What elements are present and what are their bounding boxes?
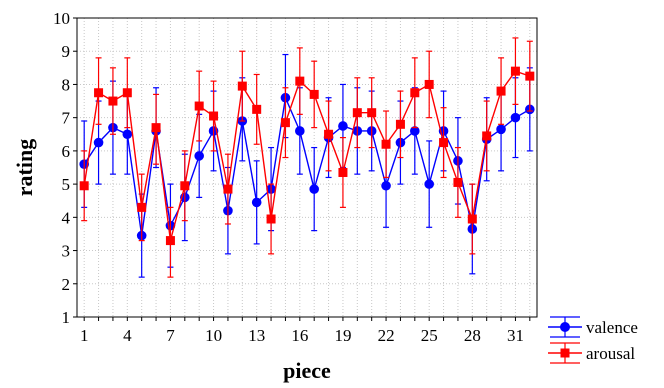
legend-label: arousal <box>586 344 635 363</box>
y-tick-label: 8 <box>62 75 71 94</box>
data-point <box>482 131 492 141</box>
data-point <box>237 81 247 91</box>
x-axis-title: piece <box>283 358 331 383</box>
data-point <box>252 104 262 114</box>
y-tick-label: 1 <box>62 308 71 327</box>
y-tick-label: 9 <box>62 42 71 61</box>
data-point <box>122 88 132 98</box>
x-tick-label: 16 <box>291 326 308 345</box>
x-tick-label: 25 <box>421 326 438 345</box>
x-tick-label: 7 <box>166 326 175 345</box>
y-tick-label: 7 <box>62 109 71 128</box>
data-point <box>424 179 434 189</box>
data-point <box>194 151 204 161</box>
data-point <box>496 86 506 96</box>
legend-label: valence <box>586 318 638 337</box>
data-point <box>93 137 104 148</box>
data-point <box>352 108 362 118</box>
legend: valence arousal <box>548 316 638 364</box>
data-point <box>79 181 89 191</box>
y-tick-label: 2 <box>62 275 71 294</box>
y-axis-title: rating <box>12 139 37 196</box>
data-point <box>180 181 190 191</box>
data-point <box>324 129 334 139</box>
data-point <box>424 79 434 89</box>
data-point <box>381 139 391 149</box>
data-point <box>338 167 348 177</box>
data-point <box>453 177 463 187</box>
x-tick-label: 31 <box>507 326 524 345</box>
series-line <box>83 70 531 241</box>
x-tick-label: 1 <box>80 326 89 345</box>
data-point <box>309 89 319 99</box>
data-point <box>266 214 276 224</box>
data-point <box>137 202 147 212</box>
y-tick-label: 4 <box>62 208 71 227</box>
data-point <box>496 124 506 135</box>
plot-frame <box>76 17 538 318</box>
data-point <box>122 129 133 140</box>
data-point <box>510 112 521 123</box>
data-point <box>295 126 305 136</box>
y-tick-label: 10 <box>53 9 70 28</box>
legend-item-valence: valence <box>548 316 638 338</box>
series-layer <box>79 37 535 278</box>
data-point <box>395 119 405 129</box>
data-point <box>209 111 219 121</box>
data-point <box>309 184 319 194</box>
data-point <box>525 71 535 81</box>
data-point <box>338 121 348 131</box>
y-tick-label: 6 <box>62 142 71 161</box>
legend-item-arousal: arousal <box>548 342 635 364</box>
legend-marker <box>560 322 570 332</box>
axes: 1 2 3 4 5 6 7 8 9 10 1 4 7 10 13 16 19 22 25 28 31 <box>53 9 531 345</box>
data-point <box>367 108 377 118</box>
data-point <box>410 126 420 136</box>
data-point <box>510 66 520 76</box>
legend-marker <box>560 348 570 358</box>
x-tick-label: 22 <box>378 326 395 345</box>
x-tick-label: 19 <box>334 326 351 345</box>
x-tick-label: 10 <box>205 326 222 345</box>
x-tick-label: 28 <box>464 326 481 345</box>
data-point <box>108 96 118 106</box>
data-point <box>94 88 104 98</box>
data-point <box>295 76 305 86</box>
data-point <box>223 184 233 194</box>
x-tick-label: 4 <box>123 326 132 345</box>
data-point <box>151 123 161 133</box>
data-point <box>381 180 391 191</box>
data-point <box>410 88 420 98</box>
data-point <box>194 101 204 111</box>
data-point <box>439 138 449 148</box>
y-tick-label: 3 <box>62 242 71 261</box>
data-point <box>165 236 175 246</box>
data-point <box>280 118 290 128</box>
y-tick-label: 5 <box>62 175 71 194</box>
data-point <box>251 197 262 208</box>
series-arousal <box>79 37 535 278</box>
data-point <box>467 214 477 224</box>
x-tick-label: 13 <box>248 326 265 345</box>
